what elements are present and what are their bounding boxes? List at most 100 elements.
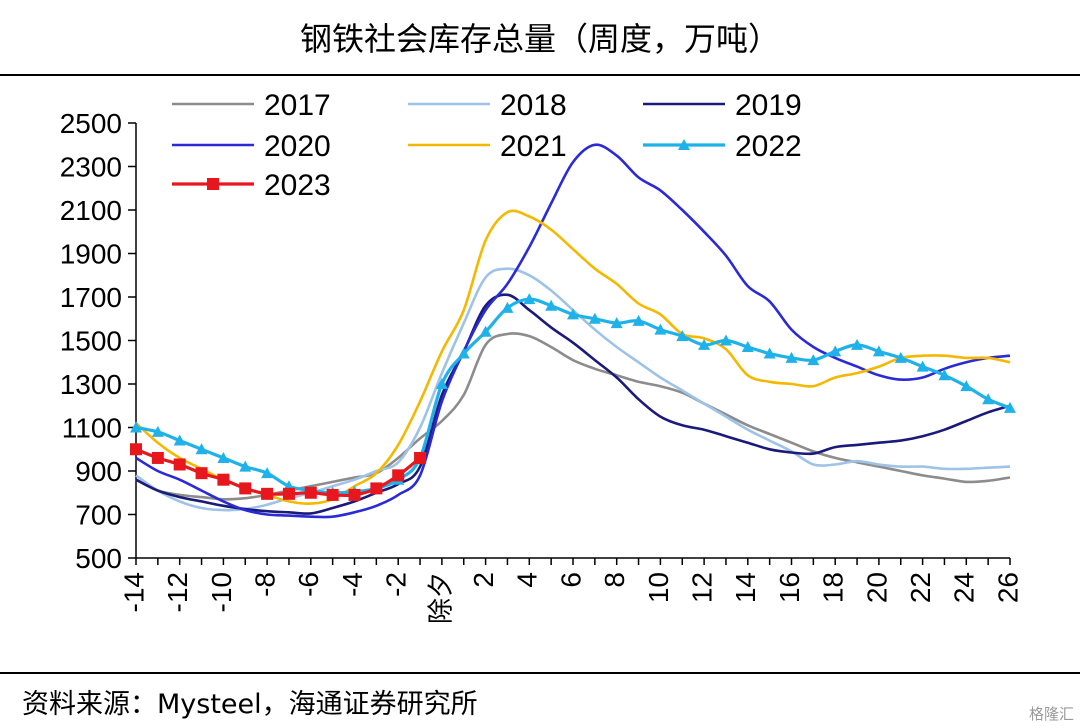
data-point-2022: [610, 317, 623, 329]
x-tick-label: -6: [293, 572, 324, 597]
data-point-2023: [130, 443, 142, 456]
data-point-2023: [414, 451, 427, 464]
x-tick-label: 12: [686, 572, 717, 603]
y-tick-label: 500: [75, 543, 122, 574]
x-tick-label: 10: [643, 572, 674, 603]
legend: 2017 2018 2019 2020 2021 2022 2023: [172, 89, 802, 202]
data-point-2022: [239, 460, 252, 472]
y-tick-label: 2300: [60, 152, 122, 183]
y-tick-label: 2500: [60, 108, 122, 139]
data-point-2022: [829, 345, 842, 357]
data-point-2022: [741, 341, 754, 353]
legend-label: 2019: [735, 89, 802, 122]
data-point-2022: [173, 434, 186, 446]
x-tick-label: -8: [249, 572, 280, 597]
data-point-2023: [392, 469, 405, 482]
series-2020: [135, 143, 1011, 519]
chart-title: 钢铁社会库存总量（周度，万吨）: [299, 20, 780, 58]
data-point-2022: [151, 425, 164, 437]
data-point-2023: [151, 451, 164, 464]
data-point-2022: [807, 354, 820, 366]
data-point-2022: [457, 347, 470, 359]
x-tick-label: 2: [468, 572, 499, 588]
legend-item-2018: 2018: [408, 89, 567, 122]
data-point-2022: [435, 378, 448, 389]
data-point-2023: [370, 482, 383, 495]
x-tick-label: 除夕: [426, 572, 456, 624]
y-tick-label: 1700: [60, 282, 122, 313]
data-point-2023: [261, 487, 274, 500]
legend-item-2019: 2019: [643, 89, 802, 122]
x-tick-label: 16: [774, 572, 805, 603]
data-point-2022: [588, 312, 601, 324]
x-tick-label: 4: [512, 572, 543, 588]
x-tick-label: 6: [555, 572, 586, 588]
data-point-2022: [130, 421, 142, 433]
data-point-2023: [239, 482, 252, 495]
series-line-2021: [135, 209, 1011, 505]
data-point-2022: [719, 334, 732, 346]
data-point-2022: [676, 330, 689, 342]
data-point-2023: [304, 486, 317, 499]
data-point-2022: [763, 347, 776, 359]
x-tick-label: 8: [599, 572, 630, 588]
legend-label: 2021: [500, 130, 567, 163]
legend-label: 2017: [264, 89, 331, 122]
series-line-2020: [135, 143, 1011, 519]
data-point-2022: [916, 360, 929, 372]
data-point-2023: [282, 487, 295, 500]
series-2023: [130, 443, 427, 501]
legend-item-2017: 2017: [172, 89, 331, 122]
data-point-2022: [479, 325, 492, 337]
title-divider: [0, 74, 1080, 76]
x-tick-label: 26: [992, 572, 1023, 603]
legend-marker: [207, 178, 219, 190]
y-tick-label: 2100: [60, 195, 122, 226]
series-2019: [135, 293, 1011, 515]
x-tick-label: -4: [337, 572, 368, 597]
line-chart: 500 700 900 1100 1300 1500 1700 1900 2100 2300 250…: [60, 89, 1024, 624]
data-point-2022: [567, 308, 579, 320]
data-point-2022: [654, 323, 667, 335]
legend-label: 2020: [264, 130, 331, 163]
y-tick-label: 1900: [60, 239, 122, 270]
x-tick-label: 22: [905, 572, 936, 603]
x-tick-label: -14: [118, 572, 149, 612]
footer-divider: [0, 672, 1080, 674]
data-point-2022: [632, 314, 645, 326]
y-tick-label: 1300: [60, 369, 122, 400]
series-line-2019: [135, 293, 1011, 515]
legend-item-2020: 2020: [172, 130, 331, 163]
data-point-2022: [851, 338, 864, 350]
data-point-2022: [982, 393, 995, 405]
y-tick-label: 1500: [60, 326, 122, 357]
data-point-2022: [523, 293, 536, 305]
data-point-2022: [1004, 401, 1016, 413]
data-point-2023: [173, 458, 186, 471]
axes: 500 700 900 1100 1300 1500 1700 1900 2100 2300 250…: [60, 108, 1024, 624]
data-point-2022: [217, 451, 230, 463]
series-2017: [135, 332, 1011, 501]
x-tick-label: -2: [381, 572, 412, 597]
series-layer: [130, 143, 1016, 519]
legend-marker: [678, 139, 690, 150]
x-tick-label: 18: [818, 572, 849, 603]
legend-item-2021: 2021: [408, 130, 567, 163]
y-tick-label: 700: [75, 500, 122, 531]
legend-item-2022: 2022: [643, 130, 802, 163]
watermark: 格隆汇: [1028, 705, 1074, 723]
data-point-2022: [938, 369, 951, 381]
x-tick-label: 14: [730, 572, 761, 603]
data-point-2022: [960, 380, 973, 392]
data-point-2023: [195, 467, 208, 480]
data-point-2022: [698, 338, 711, 350]
data-point-2022: [261, 467, 274, 479]
data-point-2022: [545, 299, 558, 311]
x-tick-label: -12: [162, 572, 193, 612]
series-line-2017: [135, 332, 1011, 501]
source-note: 资料来源：Mysteel，海通证券研究所: [22, 689, 478, 720]
x-tick-label: 20: [861, 572, 892, 603]
legend-label: 2022: [735, 130, 802, 163]
y-tick-label: 1100: [62, 413, 122, 444]
legend-item-2023: 2023: [172, 169, 331, 202]
